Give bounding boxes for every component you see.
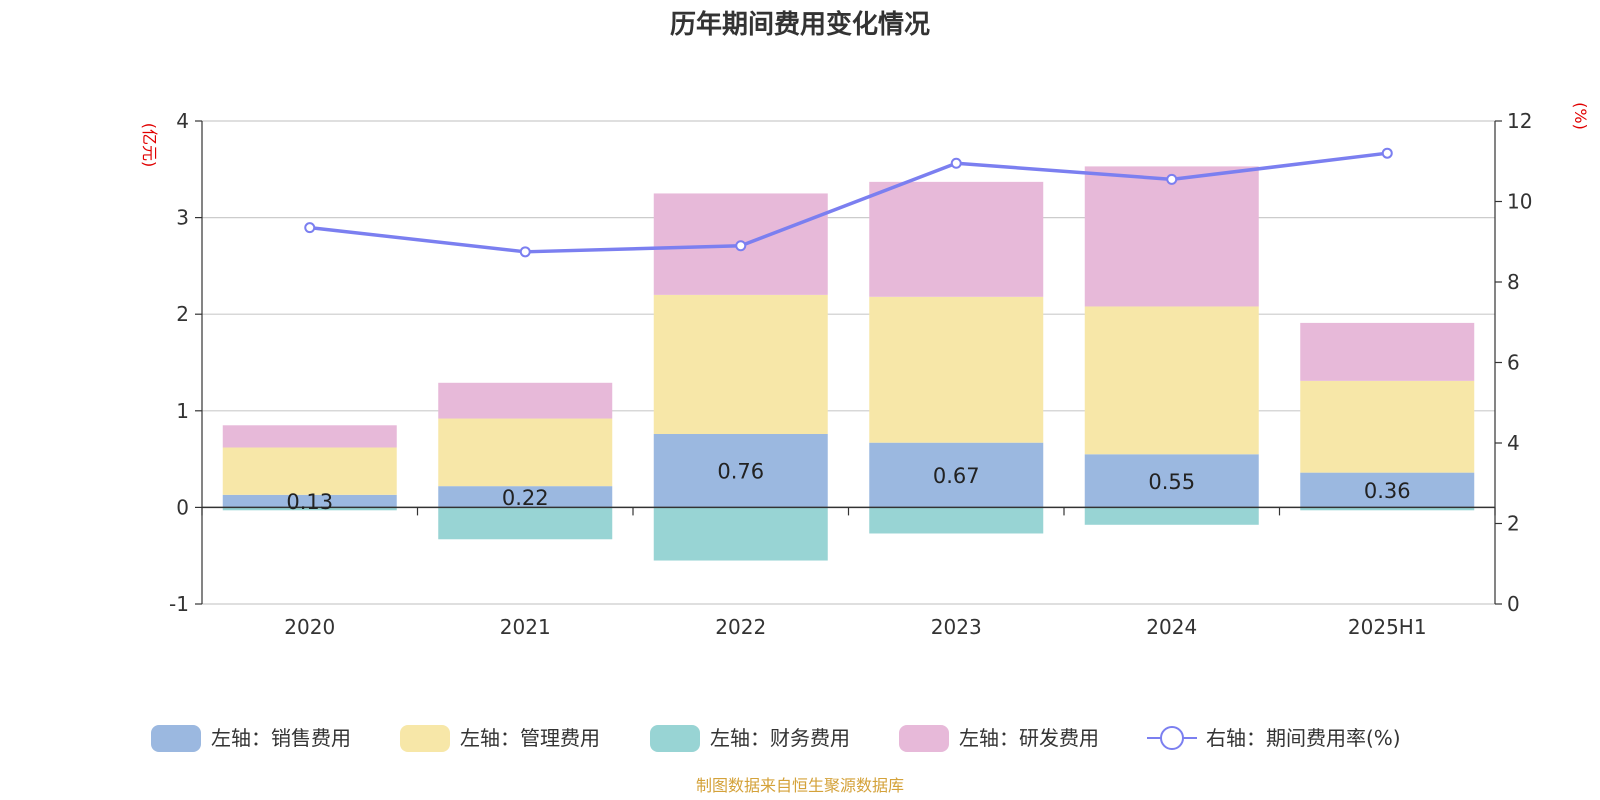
legend-label: 右轴：期间费用率(%): [1206, 726, 1401, 750]
data-label: 0.36: [1364, 479, 1411, 503]
data-label: 0.13: [286, 490, 333, 514]
bar-series-3-2024: [1084, 507, 1259, 525]
legend-swatch: [151, 725, 201, 752]
bar-series-3-2021: [438, 507, 613, 540]
right-axis-unit: (%): [1571, 102, 1590, 130]
bar-series-2-2023: [869, 296, 1044, 443]
line-path: [309, 151, 1388, 254]
left-tick-label: -1: [169, 592, 189, 616]
legend-marker-swatch: [1160, 726, 1184, 750]
right-tick-label: 10: [1507, 190, 1532, 214]
line-point-2024: [1166, 173, 1178, 185]
bar-series-3-2023: [869, 507, 1044, 534]
legend-swatch: [899, 725, 949, 752]
line-series: [304, 147, 1393, 258]
x-tick-label: 2025H1: [1348, 615, 1427, 639]
legend[interactable]: 左轴：销售费用 左轴：管理费用 左轴：财务费用 左轴：研发费用 右轴：期间费用率(%): [151, 725, 1401, 752]
data-label: 0.55: [1148, 470, 1195, 494]
bar-series-2-2022: [653, 294, 828, 434]
line-point-2022: [735, 240, 747, 252]
bar-series-4-2025H1: [1300, 322, 1475, 381]
legend-item-5[interactable]: 右轴：期间费用率(%): [1147, 726, 1401, 750]
bar-series-3-2025H1: [1300, 507, 1475, 511]
x-tick-label: 2020: [284, 615, 335, 639]
left-tick-label: 3: [176, 206, 189, 230]
right-tick-label: 8: [1507, 270, 1520, 294]
legend-item-3[interactable]: 左轴：财务费用: [650, 725, 850, 752]
right-tick-label: 4: [1507, 431, 1520, 455]
bar-series-1-2020: [222, 494, 397, 508]
bar-series-3-2020: [222, 507, 397, 511]
legend-swatch: [400, 725, 450, 752]
legend-label: 左轴：研发费用: [959, 726, 1099, 750]
source-note: 制图数据来自恒生聚源数据库: [696, 776, 904, 795]
data-label: 0.22: [502, 486, 549, 510]
left-axis-unit: (亿元): [140, 123, 159, 168]
left-tick-label: 4: [176, 109, 189, 133]
x-tick-label: 2024: [1146, 615, 1197, 639]
bar-series-1-2024: [1084, 454, 1259, 508]
data-labels: 0.13 0.22 0.76 0.67 0.55 0.36: [286, 460, 1410, 514]
grid-lines: [202, 120, 1495, 605]
left-tick-label: 1: [176, 399, 189, 423]
bar-series-4-2024: [1084, 166, 1259, 307]
left-tick-label: 2: [176, 302, 189, 326]
x-tick-label: 2023: [931, 615, 982, 639]
bar-series-1-2022: [653, 433, 828, 508]
bar-series-2-2025H1: [1300, 380, 1475, 473]
bar-series-1-2021: [438, 486, 613, 508]
right-tick-label: 6: [1507, 351, 1520, 375]
data-label: 0.67: [933, 464, 980, 488]
line-point-2023: [950, 157, 962, 169]
bar-series-2-2020: [222, 447, 397, 495]
line-point-2025H1: [1381, 147, 1393, 159]
bar-series-2-2021: [438, 418, 613, 487]
legend-swatch: [650, 725, 700, 752]
line-point-2021: [519, 246, 531, 258]
legend-item-4[interactable]: 左轴：研发费用: [899, 725, 1099, 752]
bar-series-4-2020: [222, 425, 397, 448]
x-tick-label: 2022: [715, 615, 766, 639]
legend-item-1[interactable]: 左轴：销售费用: [151, 725, 351, 752]
chart-title: 历年期间费用变化情况: [670, 9, 930, 40]
bar-series-4-2021: [438, 382, 613, 419]
data-label: 0.76: [717, 460, 764, 484]
line-point-2020: [304, 222, 316, 234]
right-tick-label: 2: [1507, 512, 1520, 536]
bar-series-1-2023: [869, 442, 1044, 508]
bar-series-2-2024: [1084, 306, 1259, 455]
right-tick-label: 12: [1507, 109, 1532, 133]
bar-series-4-2023: [869, 181, 1044, 297]
bar-series-3-2022: [653, 507, 828, 561]
left-tick-label: 0: [176, 495, 189, 519]
right-tick-label: 0: [1507, 592, 1520, 616]
bar-series-1-2025H1: [1300, 472, 1475, 508]
bars: [222, 166, 1475, 561]
legend-label: 左轴：管理费用: [460, 726, 600, 750]
x-tick-label: 2021: [500, 615, 551, 639]
legend-label: 左轴：财务费用: [710, 726, 850, 750]
legend-item-2[interactable]: 左轴：管理费用: [400, 725, 600, 752]
legend-label: 左轴：销售费用: [211, 726, 351, 750]
